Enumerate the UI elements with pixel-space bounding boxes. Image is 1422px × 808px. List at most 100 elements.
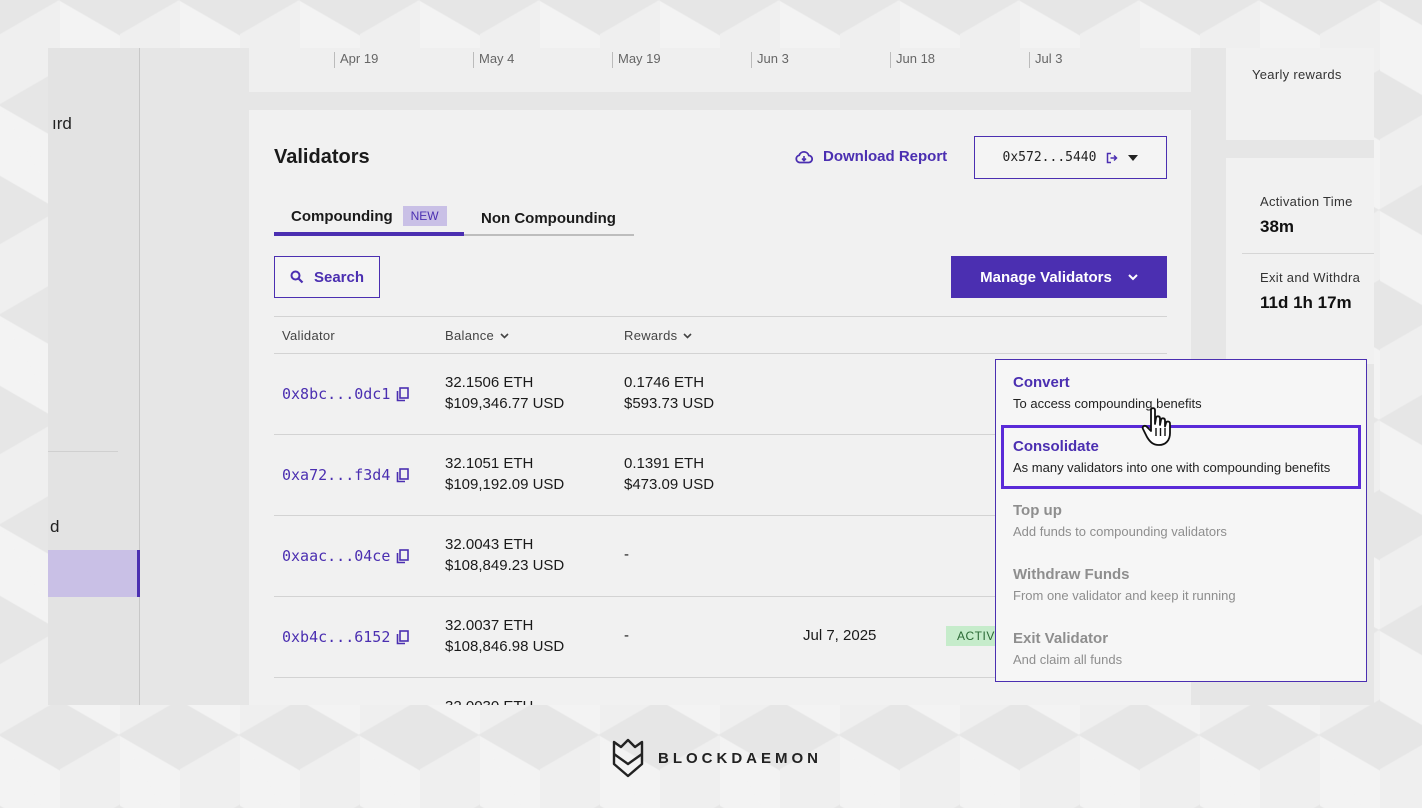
caret-down-icon — [1128, 154, 1139, 161]
table-row[interactable]: 0xa72...f3d4 32.1051 ETH $109,192.09 USD… — [274, 435, 1167, 516]
menu-item-title: Convert — [1013, 374, 1070, 391]
chart-x-tick: Jun 3 — [751, 52, 789, 68]
balance-cell: 32.0043 ETH $108,849.23 USD — [445, 534, 564, 576]
copy-icon[interactable] — [396, 387, 410, 402]
table-row[interactable]: 0xb4c...6152 32.0037 ETH $108,846.98 USD… — [274, 597, 1167, 678]
menu-item-desc: To access compounding benefits — [1013, 396, 1202, 411]
validator-address-text: 0x8bc...0dc1 — [282, 385, 391, 403]
activation-date: Jul 7, 2025 — [803, 627, 877, 644]
copy-icon[interactable] — [396, 468, 410, 483]
table-header: Validator Balance Rewards — [274, 316, 1167, 354]
tab-non-compounding-label: Non Compounding — [481, 209, 616, 227]
chart-x-tick: Apr 19 — [334, 52, 378, 68]
yearly-rewards-card: Yearly rewards — [1226, 48, 1374, 140]
balance-cell: 32.1051 ETH $109,192.09 USD — [445, 453, 564, 495]
download-report-button[interactable]: Download Report — [795, 148, 947, 165]
menu-item-desc: As many validators into one with compoun… — [1013, 460, 1331, 475]
table-row[interactable]: 32.0030 ETH — [274, 678, 1167, 705]
menu-item-convert[interactable]: Convert To access compounding benefits — [1001, 361, 1361, 425]
wallet-address: 0x572...5440 — [1002, 150, 1097, 165]
validator-address-text: 0xb4c...6152 — [282, 628, 391, 646]
tab-compounding-label: Compounding — [291, 207, 393, 225]
menu-item-title: Withdraw Funds — [1013, 566, 1130, 583]
menu-item-withdraw-funds[interactable]: Withdraw Funds From one validator and ke… — [1001, 553, 1361, 617]
column-rewards[interactable]: Rewards — [624, 328, 692, 343]
search-label: Search — [313, 268, 365, 286]
validators-title: Validators — [274, 146, 370, 168]
menu-item-desc: Add funds to compounding validators — [1013, 524, 1227, 539]
column-balance-label: Balance — [445, 328, 495, 343]
copy-icon[interactable] — [396, 630, 410, 645]
balance-usd: $108,846.98 USD — [445, 638, 565, 655]
sidebar-item-active[interactable] — [48, 550, 140, 597]
activation-time-value: 38m — [1260, 217, 1295, 236]
rewards-cell: 0.1746 ETH $593.73 USD — [624, 372, 714, 414]
balance-cell: 32.0037 ETH $108,846.98 USD — [445, 615, 564, 657]
rewards-eth: - — [624, 627, 629, 644]
rewards-cell: 0.1391 ETH $473.09 USD — [624, 453, 714, 495]
balance-eth: 32.0043 ETH — [445, 536, 534, 553]
balance-usd: $109,346.77 USD — [445, 395, 565, 412]
manage-validators-label: Manage Validators — [980, 268, 1112, 286]
logout-icon[interactable] — [1106, 152, 1119, 164]
column-validator: Validator — [282, 328, 335, 343]
validators-panel: Validators Download Report 0x572...5440 … — [249, 110, 1367, 705]
copy-icon[interactable] — [396, 549, 410, 564]
app-window: ırd d Apr 19 May 4 May 19 Jun 3 Jun 18 J… — [48, 48, 1374, 705]
balance-eth: 32.0030 ETH — [445, 696, 533, 705]
download-report-label: Download Report — [823, 148, 948, 165]
cloud-download-icon — [795, 150, 813, 163]
balance-cell: 32.1506 ETH $109,346.77 USD — [445, 372, 564, 414]
balance-eth: 32.1506 ETH — [445, 374, 534, 391]
yearly-rewards-label: Yearly rewards — [1252, 67, 1342, 82]
rewards-eth: 0.1746 ETH — [624, 374, 705, 391]
column-balance[interactable]: Balance — [445, 328, 509, 343]
rewards-eth: - — [624, 546, 629, 563]
balance-eth: 32.1051 ETH — [445, 455, 534, 472]
column-validator-label: Validator — [282, 328, 336, 343]
wallet-address-select[interactable]: 0x572...5440 — [974, 136, 1167, 179]
validator-address[interactable]: 0xaac...04ce — [282, 546, 410, 567]
sort-chevron-icon — [500, 332, 509, 339]
validator-address[interactable]: 0x8bc...0dc1 — [282, 384, 410, 405]
menu-item-top-up[interactable]: Top up Add funds to compounding validato… — [1001, 489, 1361, 553]
hand-pointer-cursor-icon — [1141, 407, 1171, 446]
menu-item-title: Consolidate — [1013, 438, 1099, 455]
sidebar: ırd d — [48, 48, 140, 705]
sidebar-item-label[interactable]: d — [50, 517, 60, 536]
table-row[interactable]: 0xaac...04ce 32.0043 ETH $108,849.23 USD… — [274, 516, 1167, 597]
menu-item-exit-validator[interactable]: Exit Validator And claim all funds — [1001, 617, 1361, 681]
rewards-eth: 0.1391 ETH — [624, 455, 705, 472]
new-badge: NEW — [402, 206, 447, 226]
card-divider — [1242, 253, 1374, 254]
search-icon — [290, 270, 304, 284]
search-button[interactable]: Search — [274, 256, 380, 298]
chart-x-tick: Jul 3 — [1029, 52, 1062, 68]
sidebar-item-label[interactable]: ırd — [52, 114, 72, 133]
tab-compounding[interactable]: Compounding NEW — [274, 200, 464, 236]
validator-tabs: Compounding NEW Non Compounding — [274, 200, 634, 236]
menu-item-desc: From one validator and keep it running — [1013, 588, 1236, 603]
exit-withdraw-value: 11d 1h 17m — [1260, 293, 1352, 312]
balance-eth: 32.0037 ETH — [445, 617, 534, 634]
balance-usd: $109,192.09 USD — [445, 476, 565, 493]
brand-name: BLOCKDAEMON — [658, 749, 822, 767]
activation-time-label: Activation Time — [1260, 194, 1353, 209]
menu-item-title: Exit Validator — [1013, 630, 1109, 647]
sort-chevron-icon — [683, 332, 692, 339]
chart-x-tick: May 19 — [612, 52, 661, 68]
validator-address[interactable]: 0xb4c...6152 — [282, 627, 410, 648]
column-rewards-label: Rewards — [624, 328, 678, 343]
menu-item-title: Top up — [1013, 502, 1062, 519]
table-row[interactable]: 0x8bc...0dc1 32.1506 ETH $109,346.77 USD… — [274, 354, 1167, 435]
rewards-chart: Apr 19 May 4 May 19 Jun 3 Jun 18 Jul 3 — [249, 48, 1191, 92]
chevron-down-icon — [1128, 273, 1138, 280]
manage-validators-menu: Convert To access compounding benefits C… — [995, 359, 1367, 682]
exit-withdraw-label: Exit and Withdra — [1260, 270, 1361, 285]
menu-item-consolidate[interactable]: Consolidate As many validators into one … — [1001, 425, 1361, 489]
manage-validators-button[interactable]: Manage Validators — [951, 256, 1167, 298]
blockdaemon-logo-icon — [612, 738, 644, 778]
balance-usd: $108,849.23 USD — [445, 557, 565, 574]
validator-address[interactable]: 0xa72...f3d4 — [282, 465, 410, 486]
tab-non-compounding[interactable]: Non Compounding — [464, 200, 616, 236]
